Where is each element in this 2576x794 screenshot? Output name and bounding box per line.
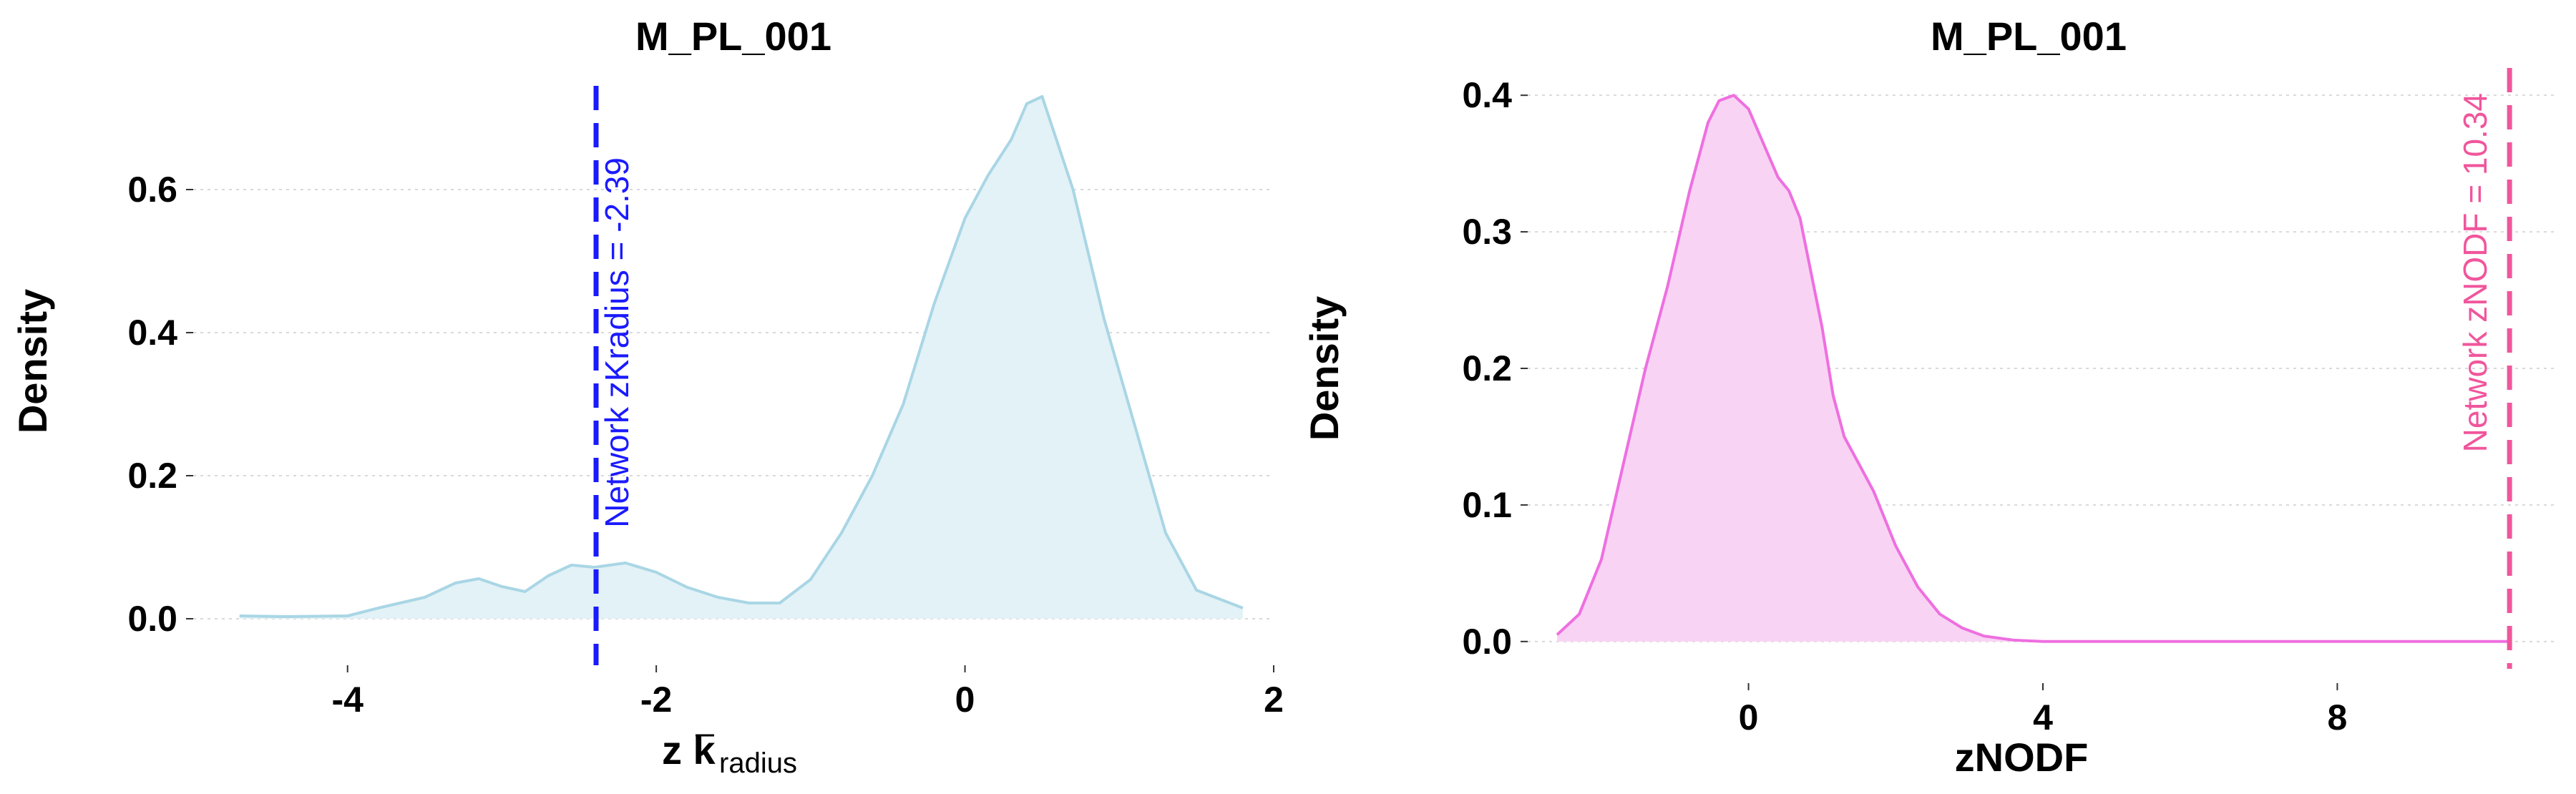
x-tick-label: 4: [2033, 697, 2053, 737]
chart-title: M_PL_001: [635, 14, 831, 59]
x-axis-label: z k: [662, 727, 716, 773]
density-curve: [239, 95, 1244, 618]
x-tick-label: 2: [1264, 680, 1284, 720]
x-tick-label: 8: [2328, 697, 2348, 737]
y-tick-label: 0.1: [1462, 485, 1512, 525]
x-tick-label: -2: [640, 680, 672, 720]
chart-title: M_PL_001: [1931, 14, 2127, 59]
density-area: [239, 97, 1243, 619]
left-density-panel: 0.0 0.2 0.4 0.6 -4 -2 0 2 Network zKradius = -2.…: [10, 14, 1284, 779]
right-density-panel: 0.0 0.1 0.2 0.3 0.4 0 4 8 Network zNODF = 10.34 M…: [1302, 14, 2558, 780]
density-area: [1557, 95, 2510, 642]
x-tick-label: 0: [1739, 697, 1759, 737]
y-tick-label: 0.0: [127, 599, 177, 639]
reference-line-label: Network zKradius = -2.39: [598, 157, 635, 528]
x-axis-label: zNODF: [1955, 735, 2089, 780]
y-tick-label: 0.3: [1462, 212, 1512, 252]
y-tick-label: 0.2: [1462, 348, 1512, 388]
x-tick-label: 0: [955, 680, 975, 720]
y-tick-label: 0.0: [1462, 622, 1512, 662]
y-tick-label: 0.4: [127, 313, 177, 353]
reference-line-label: Network zNODF = 10.34: [2457, 93, 2494, 452]
x-axis-label-subscript: radius: [719, 748, 797, 779]
density-curve: [1556, 94, 2510, 643]
y-tick-label: 0.4: [1462, 75, 1512, 115]
y-axis-label: Density: [1302, 296, 1347, 441]
y-tick-label: 0.2: [127, 456, 177, 496]
x-tick-label: -4: [331, 680, 364, 720]
y-tick-label: 0.6: [127, 170, 177, 210]
y-axis-label: Density: [10, 289, 55, 433]
